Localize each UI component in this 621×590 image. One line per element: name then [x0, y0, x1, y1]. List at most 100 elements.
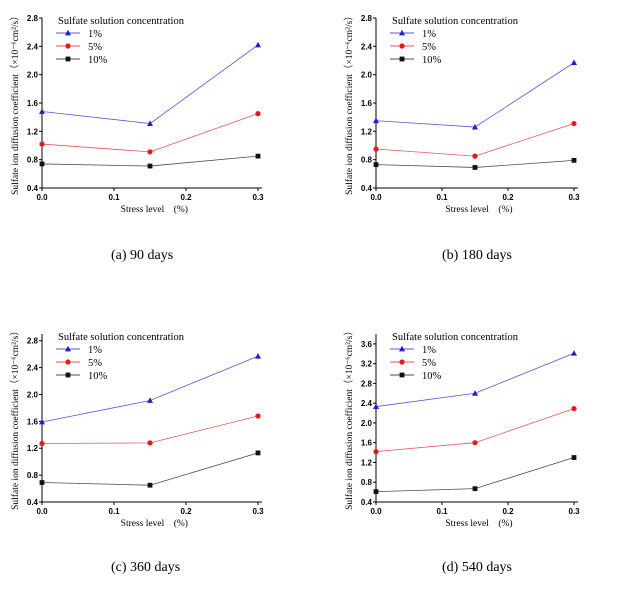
data-point-5pct [147, 149, 153, 155]
y-tick-label: 2.4 [27, 364, 39, 373]
data-point-10pct [472, 165, 478, 170]
series-line-1pct [375, 62, 575, 128]
y-tick-label: 2.0 [361, 71, 373, 80]
x-tick-label: 0.3 [568, 507, 580, 516]
y-tick-label: 0.4 [361, 184, 373, 193]
legend-marker [65, 29, 71, 36]
legend-entry: 1% [88, 29, 102, 40]
series-line-10pct [41, 452, 259, 486]
data-point-10pct [39, 480, 45, 485]
data-point-10pct [39, 161, 45, 167]
legend-marker [399, 359, 405, 365]
legend-entry: 10% [88, 55, 108, 66]
legend-entry: 1% [422, 29, 436, 40]
y-tick-label: 1.6 [361, 99, 373, 108]
y-tick-label: 3.2 [361, 360, 373, 369]
data-point-10pct [373, 162, 379, 168]
data-point-5pct [147, 440, 153, 446]
y-tick-label: 1.6 [27, 99, 39, 108]
data-point-5pct [373, 146, 379, 152]
x-tick-label: 0.0 [370, 193, 382, 202]
y-axis-label: Sulfate ion diffusion coefficient（×10⁻⁶c… [9, 326, 21, 510]
legend-marker [399, 29, 405, 36]
y-tick-label: 0.4 [27, 498, 39, 507]
x-axis-label: Stress level (%) [121, 204, 188, 215]
legend-marker [65, 372, 71, 378]
data-point-10pct [571, 455, 577, 460]
x-tick-label: 0.2 [502, 193, 514, 202]
x-tick-label: 0.1 [436, 507, 448, 516]
x-tick-label: 0.3 [568, 193, 580, 202]
chart-540-days: 0.4 0.8 1.2 1.6 2.0 2.4 2.8 3.2 3.6 0.0 0.1 0.2 0.3 S… [343, 326, 580, 529]
y-axis-label: Sulfate ion diffusion coefficient（×10⁻⁶c… [343, 326, 355, 510]
y-tick-label: 0.8 [361, 478, 373, 487]
caption-540-days: (d) 540 days [442, 560, 512, 575]
y-tick-label: 2.8 [361, 14, 373, 23]
caption-360-days: (c) 360 days [111, 560, 181, 575]
data-point-1pct [147, 120, 153, 126]
data-point-1pct [472, 123, 478, 130]
chart-panel-180-days: 0.4 0.8 1.2 1.6 2.0 2.4 2.8 0.0 0.1 0.2 0.3 Stress … [316, 0, 616, 280]
y-tick-label: 0.4 [27, 184, 39, 193]
data-point-1pct [373, 117, 379, 124]
legend-marker [65, 359, 71, 365]
chart-panel-540-days: 0.4 0.8 1.2 1.6 2.0 2.4 2.8 3.2 3.6 0.0 0.1 0.2 0.3 S… [316, 310, 616, 590]
x-tick-label: 0.1 [108, 193, 120, 202]
chart-360-days: 0.4 0.8 1.2 1.6 2.0 2.4 2.8 0.0 0.1 0.2 0.3 Stress … [9, 326, 264, 529]
data-point-5pct [373, 449, 379, 455]
y-tick-label: 1.2 [361, 458, 373, 467]
series-line-5pct [41, 415, 259, 444]
chart-180-days: 0.4 0.8 1.2 1.6 2.0 2.4 2.8 0.0 0.1 0.2 0.3 Stress … [343, 11, 580, 215]
legend-entry: 5% [422, 358, 436, 369]
x-tick-label: 0.0 [370, 507, 382, 516]
data-point-5pct [571, 120, 577, 127]
x-axis-label: Stress level (%) [121, 518, 188, 529]
x-axis-label: Stress level (%) [445, 518, 512, 529]
legend-entry: 1% [422, 345, 436, 356]
data-point-10pct [472, 486, 478, 492]
y-tick-label: 1.6 [27, 417, 39, 426]
caption-180-days: (b) 180 days [442, 248, 512, 263]
y-tick-label: 2.4 [361, 399, 373, 408]
y-tick-label: 2.8 [361, 379, 373, 388]
legend-marker [65, 345, 71, 352]
chart-panel-360-days: 0.4 0.8 1.2 1.6 2.0 2.4 2.8 0.0 0.1 0.2 0.3 Stress … [0, 310, 300, 590]
y-tick-label: 1.2 [27, 127, 39, 136]
series-line-1pct [375, 352, 575, 408]
legend-marker [399, 43, 405, 49]
y-tick-label: 0.8 [27, 156, 39, 165]
data-point-1pct [255, 41, 261, 48]
data-point-1pct [373, 403, 379, 410]
data-point-10pct [255, 153, 261, 159]
legend-entry: 10% [422, 55, 442, 66]
legend-marker [399, 372, 405, 378]
data-point-1pct [39, 108, 45, 114]
data-point-10pct [147, 163, 153, 169]
x-tick-label: 0.3 [252, 507, 264, 516]
legend-entry: 10% [422, 371, 442, 382]
chart-90-days: 0.4 0.8 1.2 1.6 2.0 2.4 2.8 0.0 0.1 0.2 0.3 Stress … [9, 11, 264, 215]
x-tick-label: 0.1 [436, 193, 448, 202]
data-point-1pct [255, 352, 261, 359]
data-point-1pct [147, 397, 153, 403]
data-point-5pct [472, 153, 478, 159]
legend-entry: 10% [88, 371, 108, 382]
y-tick-label: 2.0 [361, 419, 373, 428]
legend-marker [65, 56, 71, 62]
data-point-1pct [472, 390, 478, 396]
data-point-1pct [571, 350, 577, 356]
x-tick-label: 0.2 [502, 507, 514, 516]
legend-entry: 5% [88, 358, 102, 369]
series-line-1pct [41, 355, 259, 423]
data-point-5pct [255, 413, 261, 419]
legend-entry: 5% [422, 42, 436, 53]
y-axis-label: Sulfate ion diffusion coefficient（×10⁻⁶c… [9, 11, 21, 195]
legend-marker [399, 56, 405, 62]
chart-panel-90-days: 0.4 0.8 1.2 1.6 2.0 2.4 2.8 0.0 0.1 0.2 0.3 Stress … [0, 0, 300, 280]
data-point-10pct [147, 482, 153, 488]
y-tick-label: 2.4 [361, 42, 373, 51]
x-tick-label: 0.1 [108, 507, 120, 516]
y-tick-label: 2.0 [27, 390, 39, 399]
data-point-10pct [255, 450, 261, 456]
y-tick-label: 0.4 [361, 498, 373, 507]
